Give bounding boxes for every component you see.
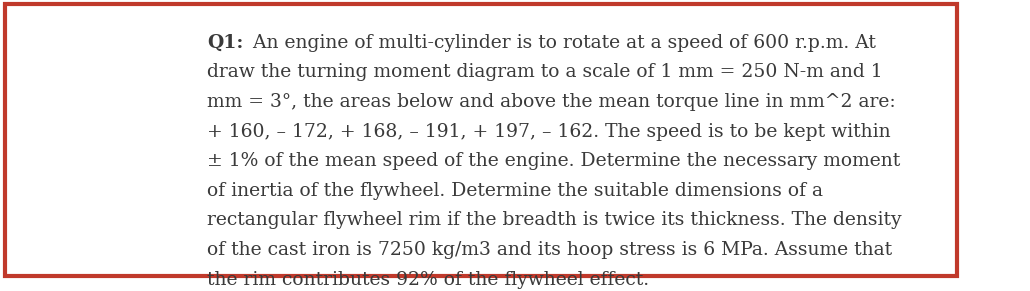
Text: mm = 3°, the areas below and above the mean torque line in mm^2 are:: mm = 3°, the areas below and above the m… bbox=[207, 93, 895, 111]
Text: of the cast iron is 7250 kg/m3 and its hoop stress is 6 MPa. Assume that: of the cast iron is 7250 kg/m3 and its h… bbox=[207, 241, 892, 259]
Text: ± 1% of the mean speed of the engine. Determine the necessary moment: ± 1% of the mean speed of the engine. De… bbox=[207, 152, 900, 170]
Text: draw the turning moment diagram to a scale of 1 mm = 250 N-m and 1: draw the turning moment diagram to a sca… bbox=[207, 63, 883, 81]
Text: Q1:: Q1: bbox=[207, 34, 243, 52]
Text: An engine of multi-cylinder is to rotate at a speed of 600 r.p.m. At: An engine of multi-cylinder is to rotate… bbox=[247, 34, 877, 52]
FancyBboxPatch shape bbox=[5, 4, 957, 276]
Text: the rim contributes 92% of the flywheel effect.: the rim contributes 92% of the flywheel … bbox=[207, 271, 649, 289]
Text: of inertia of the flywheel. Determine the suitable dimensions of a: of inertia of the flywheel. Determine th… bbox=[207, 182, 823, 200]
Text: + 160, – 172, + 168, – 191, + 197, – 162. The speed is to be kept within: + 160, – 172, + 168, – 191, + 197, – 162… bbox=[207, 123, 891, 141]
Text: rectangular flywheel rim if the breadth is twice its thickness. The density: rectangular flywheel rim if the breadth … bbox=[207, 212, 901, 230]
